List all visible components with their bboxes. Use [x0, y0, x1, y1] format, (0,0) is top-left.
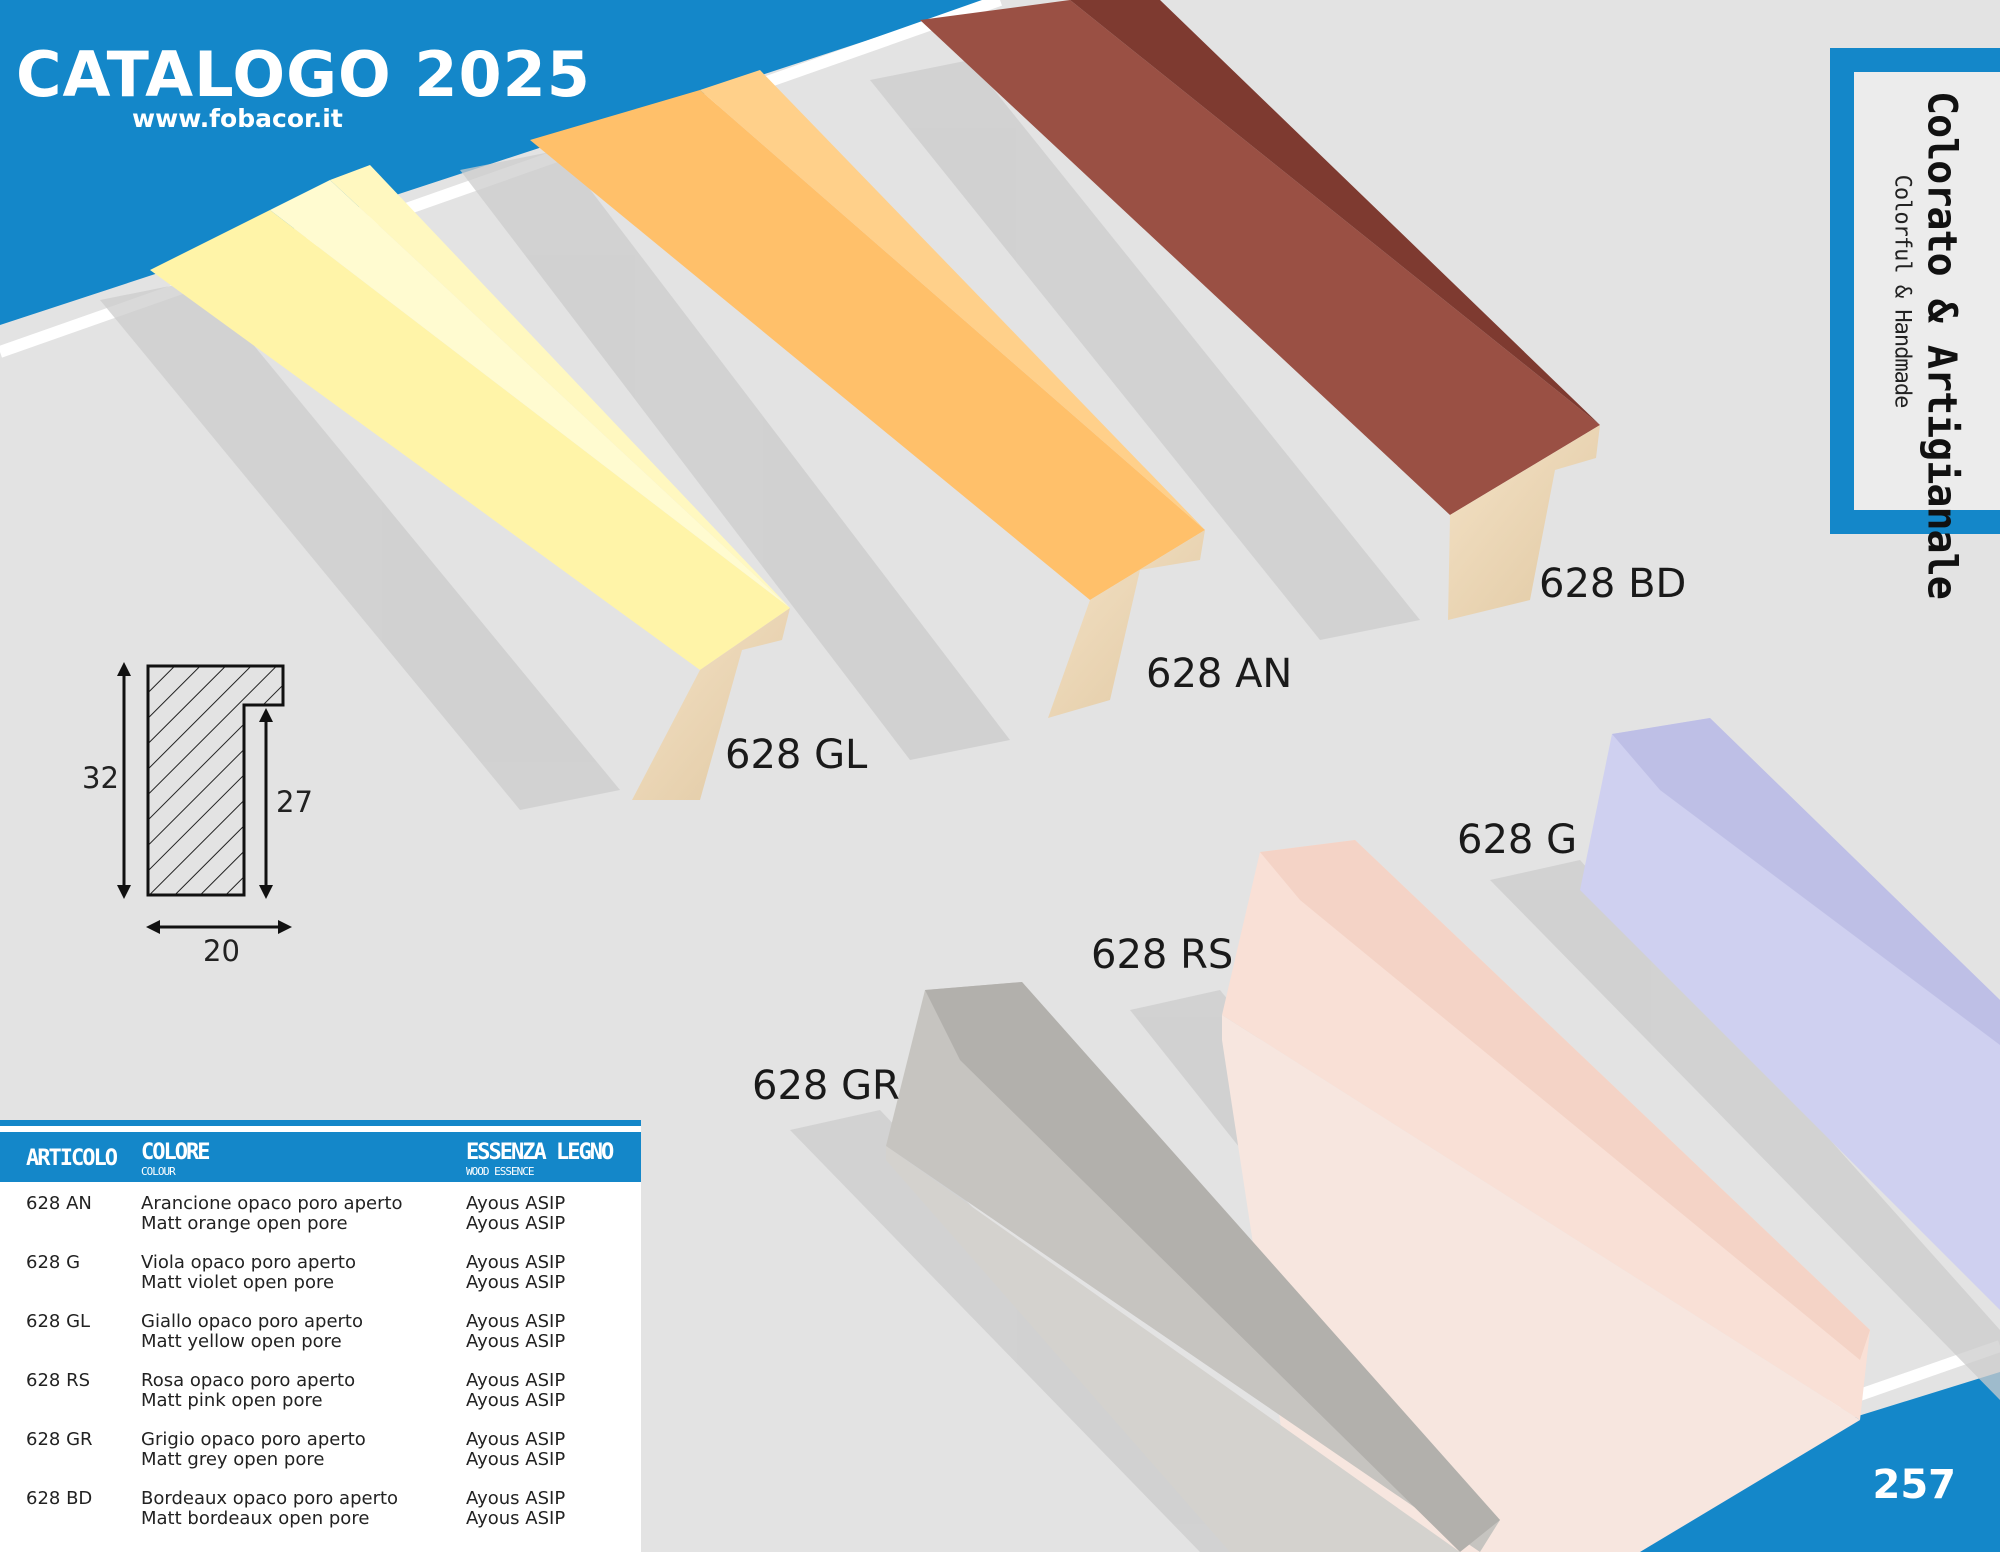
row-wood-1: Ayous ASIP [466, 1488, 566, 1509]
page-number: 257 [1872, 1462, 1957, 1508]
profile-width: 20 [203, 934, 240, 968]
section-label-text: Colorato & Artigianale Colorful & Handma… [1889, 91, 1965, 599]
section-label-box: Colorato & Artigianale Colorful & Handma… [1830, 48, 2000, 599]
table-row: 628 GL Giallo opaco poro aperto Matt yel… [0, 1312, 641, 1370]
row-wood-2: Ayous ASIP [466, 1331, 566, 1352]
website-link[interactable]: www.fobacor.it [132, 104, 343, 133]
row-wood-2: Ayous ASIP [466, 1508, 566, 1529]
product-code-628-an: 628 AN [1146, 651, 1293, 697]
profile-inner-height: 27 [276, 785, 313, 819]
table-top-rule [0, 1120, 641, 1126]
row-color-en: Matt grey open pore [141, 1449, 325, 1470]
header-wood: ESSENZA LEGNO [466, 1140, 614, 1165]
product-code-628-rs: 628 RS [1091, 932, 1234, 978]
row-color-en: Matt bordeaux open pore [141, 1508, 370, 1529]
moulding-628-bd [920, 0, 1600, 620]
row-color-it: Viola opaco poro aperto [141, 1252, 356, 1273]
row-wood-2: Ayous ASIP [466, 1449, 566, 1470]
row-code: 628 GL [26, 1311, 91, 1332]
catalog-title: CATALOGO 2025 [16, 38, 591, 111]
header-color: COLORE [141, 1140, 210, 1165]
row-color-it: Arancione opaco poro aperto [141, 1193, 403, 1214]
row-wood-2: Ayous ASIP [466, 1390, 566, 1411]
table-row: 628 G Viola opaco poro aperto Matt viole… [0, 1253, 641, 1311]
section-title: Colorato & Artigianale [1918, 91, 1965, 599]
table-row: 628 AN Arancione opaco poro aperto Matt … [0, 1194, 641, 1252]
row-code: 628 GR [26, 1429, 93, 1450]
product-code-628-gr: 628 GR [752, 1063, 900, 1109]
product-code-628-bd: 628 BD [1539, 561, 1687, 607]
table-row: 628 BD Bordeaux opaco poro aperto Matt b… [0, 1489, 641, 1547]
row-color-it: Rosa opaco poro aperto [141, 1370, 356, 1391]
row-code: 628 RS [26, 1370, 91, 1391]
row-wood-2: Ayous ASIP [466, 1213, 566, 1234]
section-subtitle: Colorful & Handmade [1889, 174, 1915, 408]
moulding-628-g [1580, 718, 2000, 1310]
row-color-en: Matt pink open pore [141, 1390, 323, 1411]
row-wood-2: Ayous ASIP [466, 1272, 566, 1293]
row-color-it: Bordeaux opaco poro aperto [141, 1488, 399, 1509]
header-article: ARTICOLO [26, 1146, 118, 1171]
header-color-sub: COLOUR [141, 1165, 176, 1178]
row-color-en: Matt orange open pore [141, 1213, 348, 1234]
profile-height: 32 [82, 761, 119, 795]
row-wood-1: Ayous ASIP [466, 1311, 566, 1332]
row-wood-1: Ayous ASIP [466, 1193, 566, 1214]
row-color-en: Matt yellow open pore [141, 1331, 342, 1352]
section-label-inner: Colorato & Artigianale Colorful & Handma… [1854, 72, 2000, 599]
moulding-628-gr [886, 982, 1500, 1552]
row-wood-1: Ayous ASIP [466, 1429, 566, 1450]
row-code: 628 BD [26, 1488, 93, 1509]
profile-diagram [117, 662, 292, 934]
table-header: ARTICOLO COLORE COLOUR ESSENZA LEGNO WOO… [0, 1132, 641, 1182]
product-table: ARTICOLO COLORE COLOUR ESSENZA LEGNO WOO… [0, 1120, 641, 1552]
table-row: 628 RS Rosa opaco poro aperto Matt pink … [0, 1371, 641, 1429]
product-code-628-g: 628 G [1457, 817, 1578, 863]
row-code: 628 AN [26, 1193, 92, 1214]
row-wood-1: Ayous ASIP [466, 1370, 566, 1391]
row-color-it: Giallo opaco poro aperto [141, 1311, 363, 1332]
table-row: 628 GR Grigio opaco poro aperto Matt gre… [0, 1430, 641, 1488]
moulding-628-an [530, 70, 1205, 718]
row-color-it: Grigio opaco poro aperto [141, 1429, 366, 1450]
moulding-628-gl [150, 165, 790, 800]
row-wood-1: Ayous ASIP [466, 1252, 566, 1273]
row-color-en: Matt violet open pore [141, 1272, 335, 1293]
product-code-628-gl: 628 GL [725, 732, 868, 778]
row-code: 628 G [26, 1252, 81, 1273]
header-wood-sub: WOOD ESSENCE [466, 1165, 534, 1178]
